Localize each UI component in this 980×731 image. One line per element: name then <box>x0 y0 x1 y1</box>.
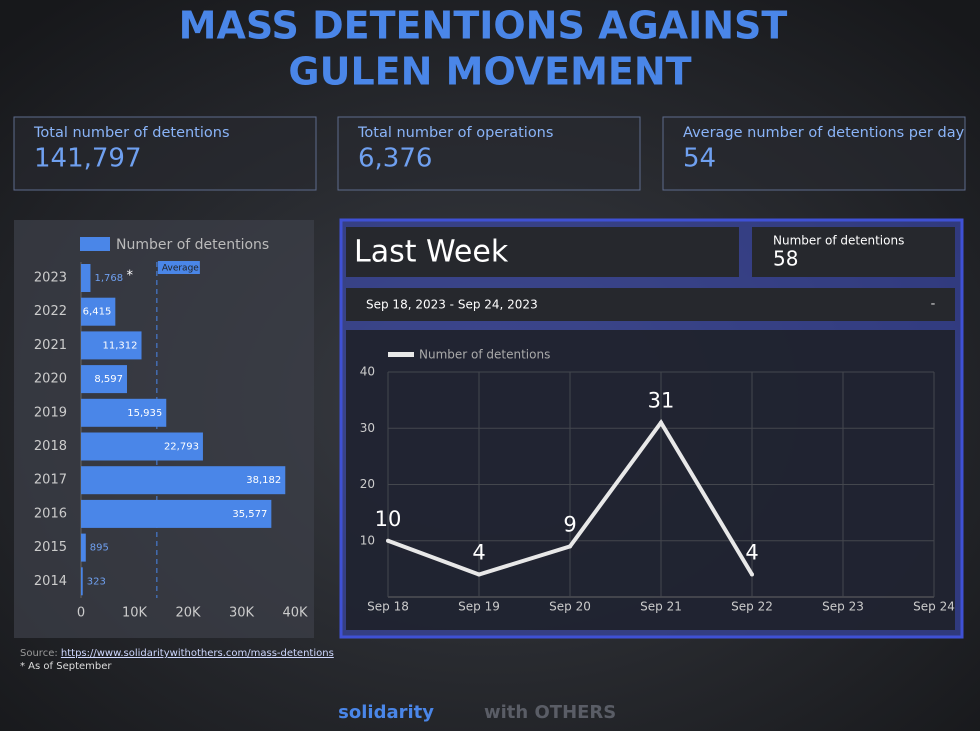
kpi-box <box>662 116 966 191</box>
y-tick-label: 40 <box>360 365 375 379</box>
x-tick-label: 10K <box>122 606 148 621</box>
bar-value-label: 22,793 <box>164 442 199 453</box>
x-tick-label: Sep 19 <box>458 600 500 614</box>
bar <box>81 365 127 394</box>
bar-value-label: 11,312 <box>103 340 138 351</box>
source-link[interactable]: https://www.solidaritywithothers.com/mas… <box>61 648 334 659</box>
kpi-value: 141,797 <box>34 144 142 174</box>
legend-label: Number of detentions <box>116 237 269 253</box>
bar <box>81 432 203 461</box>
x-tick-label: Sep 18 <box>367 600 409 614</box>
legend-swatch <box>80 237 110 251</box>
metric-label: Number of detentions <box>773 234 904 248</box>
data-label: 31 <box>648 389 675 413</box>
data-label: 10 <box>375 507 402 531</box>
metric-value: 58 <box>773 247 798 271</box>
date-range[interactable]: Sep 18, 2023 - Sep 24, 2023 <box>366 298 538 312</box>
dropdown-arrow[interactable]: - <box>931 297 936 312</box>
kpi-box <box>337 116 641 191</box>
y-tick-label: 2022 <box>34 304 67 319</box>
line-chart-box <box>346 330 955 630</box>
bar-value-label: 323 <box>87 576 106 587</box>
source-prefix: Source: <box>20 648 61 659</box>
title: MASS DETENTIONS AGAINST <box>179 4 788 48</box>
y-tick-label: 20 <box>360 477 375 491</box>
kpi-label: Total number of operations <box>357 125 553 141</box>
bar <box>81 567 83 596</box>
point <box>477 572 481 577</box>
x-tick-label: 30K <box>229 606 255 621</box>
y-tick-label: 30 <box>360 421 375 435</box>
data-label: 9 <box>563 512 576 536</box>
point <box>750 572 754 577</box>
data-label: 4 <box>745 541 758 565</box>
y-tick-label: 10 <box>360 533 375 547</box>
bar <box>81 466 286 495</box>
kpi-label: Average number of detentions per day <box>683 125 965 141</box>
x-tick-label: Sep 24 <box>913 600 955 614</box>
x-tick-label: Sep 22 <box>731 600 773 614</box>
bar <box>81 264 91 292</box>
legend-label: Number of detentions <box>419 348 550 362</box>
title: GULEN MOVEMENT <box>288 50 691 94</box>
bar-value-label: 38,182 <box>246 475 281 486</box>
point <box>568 544 572 549</box>
point <box>659 420 663 425</box>
y-tick-label: 2018 <box>34 439 67 454</box>
kpi-value: 54 <box>683 144 716 174</box>
y-tick-label: 2017 <box>34 473 67 488</box>
x-tick-label: Sep 20 <box>549 600 591 614</box>
kpi-value: 6,376 <box>358 144 432 174</box>
reference-label-box <box>157 261 200 274</box>
y-tick-label: 2015 <box>34 540 67 555</box>
y-tick-label: 2014 <box>34 574 67 589</box>
metric-box <box>752 227 955 277</box>
bar-panel <box>14 220 314 638</box>
reference-label: Average <box>162 264 199 274</box>
x-tick-label: 40K <box>282 606 308 621</box>
y-tick-label: 2020 <box>34 372 67 387</box>
bar <box>81 533 86 562</box>
x-tick-label: 0 <box>77 606 85 621</box>
source: Source: https://www.solidaritywithothers… <box>20 648 334 659</box>
week-title: Last Week <box>354 235 509 270</box>
bar-value-label: 35,577 <box>232 509 267 520</box>
date-box[interactable] <box>346 288 955 321</box>
bar <box>81 398 167 427</box>
brand: with OTHERS <box>484 702 616 723</box>
kpi-box <box>13 116 317 191</box>
legend-swatch <box>388 352 414 357</box>
data-label: 4 <box>472 541 485 565</box>
bar-value-label: 8,597 <box>94 374 123 385</box>
y-tick-label: 2021 <box>34 338 67 353</box>
bar-value-label: 1,768 <box>94 273 123 284</box>
annotation: * <box>126 269 133 284</box>
bar <box>81 297 116 326</box>
bar <box>81 499 272 528</box>
kpi-label: Total number of detentions <box>33 125 230 141</box>
x-tick-label: Sep 21 <box>640 600 682 614</box>
y-tick-label: 2019 <box>34 405 67 420</box>
bar-value-label: 15,935 <box>127 408 162 419</box>
y-tick-label: 2016 <box>34 506 67 521</box>
bar-value-label: 6,415 <box>83 307 112 318</box>
x-tick-label: Sep 23 <box>822 600 864 614</box>
brand: solidarity <box>338 702 434 723</box>
bar <box>81 331 142 360</box>
bar-value-label: 895 <box>90 543 109 554</box>
footnote: * As of September <box>20 661 112 672</box>
y-tick-label: 2023 <box>34 271 67 286</box>
x-tick-label: 20K <box>175 606 201 621</box>
week-title-box <box>346 227 739 277</box>
point <box>386 538 390 543</box>
